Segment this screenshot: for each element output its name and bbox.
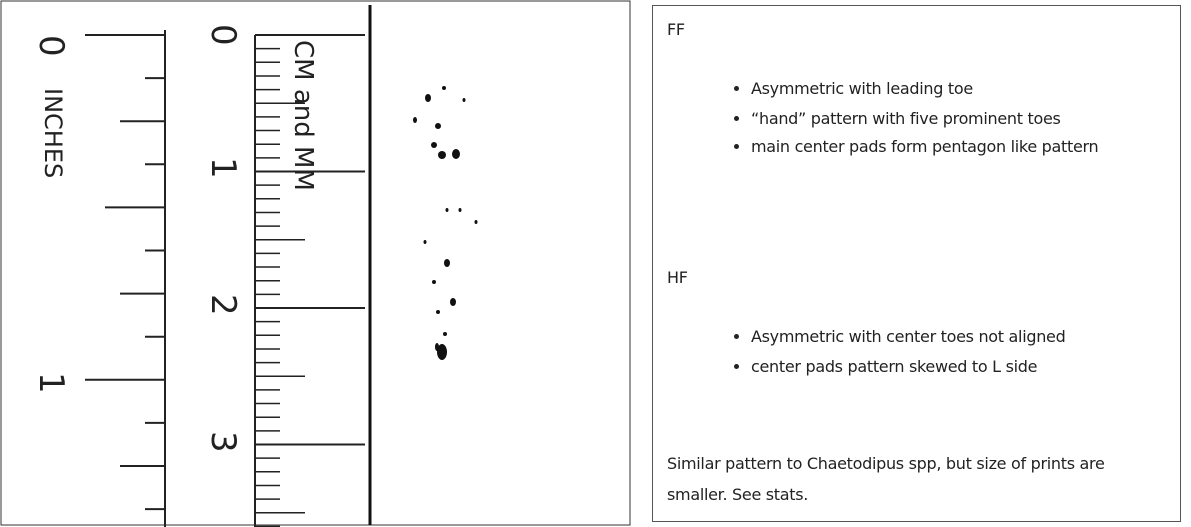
bullet: Asymmetric with leading toe [751,74,1171,104]
bullet-list: Asymmetric with leading toe “hand” patte… [711,74,1171,160]
bullet: center pads pattern skewed to L side [751,352,1171,382]
inch-mark: 0 [31,35,71,57]
inches-label: INCHES [39,88,67,178]
ruler-image: 0 1 INCHES 0 1 2 3 CM and MM [0,0,632,527]
notes-box: FF Asymmetric with leading toe “hand” pa… [652,5,1181,522]
page: 0 1 INCHES 0 1 2 3 CM and MM FF Asymmetr… [0,0,1191,527]
section-heading: HF [667,268,688,287]
cm-mark: 2 [203,294,243,316]
summary: Similar pattern to Chaetodipus spp, but … [667,448,1167,510]
cm-mark: 1 [203,157,243,179]
inch-mark: 1 [31,372,71,394]
cm-mark: 0 [203,24,243,46]
cm-label: CM and MM [288,40,318,191]
bullet: main center pads form pentagon like patt… [751,134,1171,160]
section-heading: FF [667,20,685,39]
cm-mark: 3 [203,431,243,453]
bullet: “hand” pattern with five prominent toes [751,104,1171,134]
bullet: Asymmetric with center toes not aligned [751,322,1171,352]
bullet-list: Asymmetric with center toes not aligned … [711,322,1171,382]
